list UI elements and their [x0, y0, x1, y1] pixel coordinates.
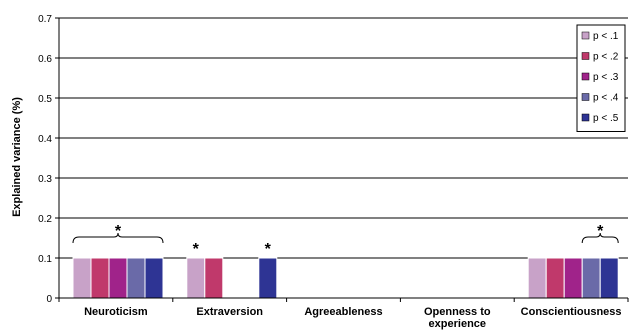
legend-swatch	[581, 93, 590, 101]
axes: 0 0.1 0.2 0.3 0.4 0.5 0.6 0.7 Neuroticism Extrave…	[38, 14, 629, 330]
y-tick-label: 0.6	[38, 54, 52, 65]
significance-star: *	[597, 223, 604, 240]
significance-star: *	[115, 223, 122, 240]
y-tick-label: 0.3	[38, 174, 52, 185]
significance-bracket	[72, 232, 164, 244]
y-tick-label: 0.2	[38, 214, 52, 225]
bar	[186, 257, 206, 299]
legend-label: p < .3	[593, 72, 619, 83]
legend-swatch	[581, 72, 590, 81]
significance-star: *	[265, 241, 272, 258]
y-axis-title: Explained variance (%)	[11, 97, 23, 217]
bar	[72, 257, 92, 299]
bar	[599, 257, 619, 299]
legend-label: p < .2	[593, 52, 619, 63]
legend-swatch	[581, 113, 590, 122]
category-label: experience	[429, 318, 486, 330]
category-label: Openness to	[424, 306, 491, 318]
legend-label: p < .1	[593, 31, 619, 42]
bar	[90, 257, 110, 299]
legend: p < .1 p < .2 p < .3 p < .4 p < .5	[576, 24, 626, 132]
significance-annotations: * * * *	[72, 223, 619, 258]
bar	[204, 257, 224, 299]
bars	[72, 257, 619, 299]
bar	[545, 257, 565, 299]
gridlines	[59, 17, 628, 259]
y-tick-label: 0.4	[38, 134, 52, 145]
legend-swatch	[581, 52, 590, 60]
bar	[144, 257, 164, 299]
category-label: Extraversion	[196, 306, 263, 318]
category-label: Neuroticism	[84, 306, 148, 318]
category-label: Agreeableness	[304, 306, 382, 318]
category-label: Conscientiousness	[521, 306, 622, 318]
y-tick-label: 0.5	[38, 94, 52, 105]
bar	[563, 257, 583, 299]
y-tick-label: 0.1	[38, 254, 52, 265]
bar	[108, 257, 128, 299]
bar	[527, 257, 547, 299]
legend-swatch	[581, 31, 590, 40]
bar	[581, 257, 601, 299]
significance-star: *	[193, 241, 200, 258]
bar	[258, 257, 278, 299]
significance-bracket	[581, 232, 619, 244]
legend-label: p < .4	[593, 93, 619, 104]
y-tick-label: 0.7	[38, 14, 52, 25]
bar	[126, 257, 146, 299]
legend-label: p < .5	[593, 113, 619, 124]
y-tick-label: 0	[46, 294, 52, 305]
